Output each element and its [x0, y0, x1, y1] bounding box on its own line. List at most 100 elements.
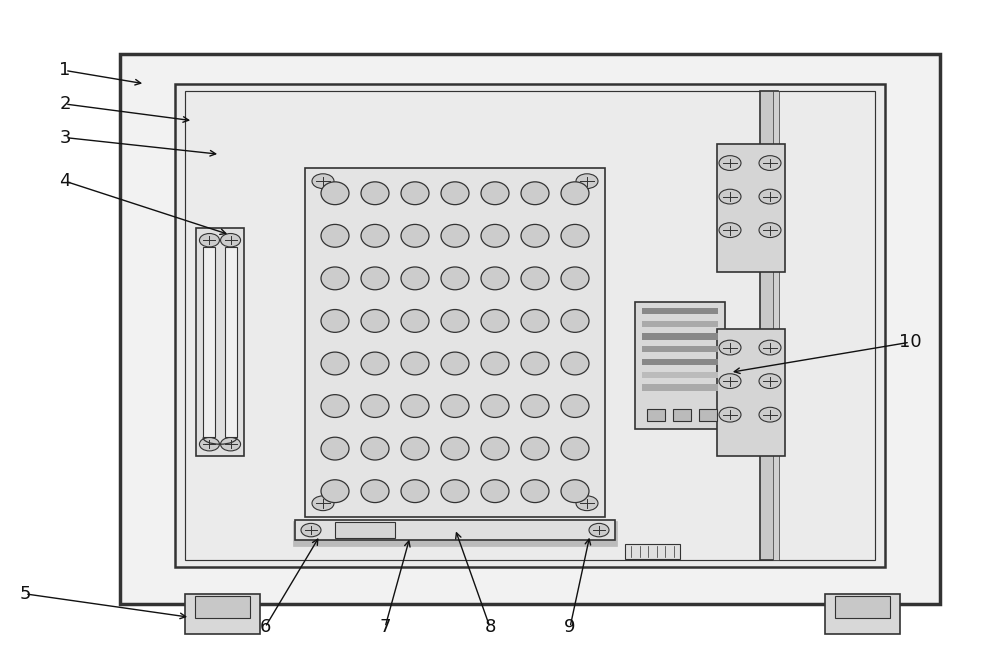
Bar — [773, 91, 779, 560]
Ellipse shape — [361, 309, 389, 332]
Bar — [175, 84, 885, 567]
Bar — [673, 409, 691, 421]
Ellipse shape — [441, 267, 469, 290]
Text: 2: 2 — [59, 95, 71, 113]
Text: 6: 6 — [259, 619, 271, 636]
Bar — [293, 521, 617, 546]
Bar — [642, 359, 718, 365]
Ellipse shape — [321, 224, 349, 247]
Text: 1: 1 — [59, 62, 71, 79]
Bar — [642, 384, 718, 391]
Circle shape — [312, 496, 334, 511]
Bar — [642, 308, 718, 314]
Ellipse shape — [561, 182, 589, 205]
Bar — [335, 522, 395, 538]
Ellipse shape — [521, 437, 549, 460]
Ellipse shape — [401, 267, 429, 290]
Ellipse shape — [481, 267, 509, 290]
Circle shape — [719, 156, 741, 170]
Ellipse shape — [481, 309, 509, 332]
Circle shape — [576, 174, 598, 189]
Bar — [120, 54, 940, 604]
Ellipse shape — [521, 182, 549, 205]
Ellipse shape — [361, 480, 389, 503]
Ellipse shape — [441, 309, 469, 332]
Ellipse shape — [561, 224, 589, 247]
Ellipse shape — [481, 182, 509, 205]
Ellipse shape — [481, 395, 509, 417]
Text: 3: 3 — [59, 129, 71, 146]
Bar — [225, 247, 237, 437]
Ellipse shape — [321, 309, 349, 332]
Ellipse shape — [441, 224, 469, 247]
Bar — [642, 321, 718, 327]
Bar — [835, 596, 890, 618]
Bar — [625, 544, 680, 559]
Circle shape — [221, 234, 241, 247]
Circle shape — [719, 374, 741, 389]
Ellipse shape — [401, 182, 429, 205]
Ellipse shape — [361, 395, 389, 417]
Ellipse shape — [481, 352, 509, 375]
Ellipse shape — [401, 309, 429, 332]
Circle shape — [719, 340, 741, 355]
Circle shape — [719, 223, 741, 238]
Circle shape — [221, 437, 241, 451]
Bar — [647, 409, 665, 421]
Ellipse shape — [521, 267, 549, 290]
Bar — [717, 144, 785, 272]
Circle shape — [199, 234, 219, 247]
Ellipse shape — [561, 437, 589, 460]
Ellipse shape — [441, 182, 469, 205]
Bar — [196, 228, 244, 456]
Circle shape — [759, 189, 781, 204]
Ellipse shape — [401, 437, 429, 460]
Ellipse shape — [361, 437, 389, 460]
Ellipse shape — [321, 267, 349, 290]
Ellipse shape — [561, 309, 589, 332]
Ellipse shape — [321, 182, 349, 205]
Bar — [635, 302, 725, 429]
Ellipse shape — [561, 267, 589, 290]
Circle shape — [719, 407, 741, 422]
Ellipse shape — [361, 352, 389, 375]
Text: 7: 7 — [379, 619, 391, 636]
Text: 10: 10 — [899, 333, 921, 351]
Ellipse shape — [321, 395, 349, 417]
Circle shape — [719, 189, 741, 204]
Ellipse shape — [361, 267, 389, 290]
Ellipse shape — [361, 182, 389, 205]
Ellipse shape — [441, 480, 469, 503]
Text: 5: 5 — [19, 585, 31, 603]
Circle shape — [759, 407, 781, 422]
Bar — [642, 346, 718, 352]
Ellipse shape — [401, 352, 429, 375]
Bar — [203, 247, 215, 437]
Ellipse shape — [321, 437, 349, 460]
Ellipse shape — [481, 437, 509, 460]
Bar — [699, 409, 717, 421]
Ellipse shape — [441, 352, 469, 375]
Ellipse shape — [321, 352, 349, 375]
Circle shape — [759, 340, 781, 355]
Ellipse shape — [521, 480, 549, 503]
Ellipse shape — [561, 395, 589, 417]
Circle shape — [301, 523, 321, 537]
Ellipse shape — [401, 395, 429, 417]
Bar — [717, 329, 785, 456]
Circle shape — [576, 496, 598, 511]
Ellipse shape — [521, 395, 549, 417]
Ellipse shape — [561, 480, 589, 503]
Ellipse shape — [401, 224, 429, 247]
Ellipse shape — [441, 437, 469, 460]
Ellipse shape — [441, 395, 469, 417]
Bar — [825, 594, 900, 634]
Circle shape — [589, 523, 609, 537]
Circle shape — [759, 156, 781, 170]
Ellipse shape — [521, 309, 549, 332]
Ellipse shape — [481, 480, 509, 503]
Circle shape — [759, 223, 781, 238]
Ellipse shape — [521, 352, 549, 375]
Text: 9: 9 — [564, 619, 576, 636]
Ellipse shape — [521, 224, 549, 247]
